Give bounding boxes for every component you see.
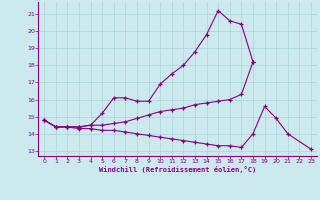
X-axis label: Windchill (Refroidissement éolien,°C): Windchill (Refroidissement éolien,°C): [99, 166, 256, 173]
